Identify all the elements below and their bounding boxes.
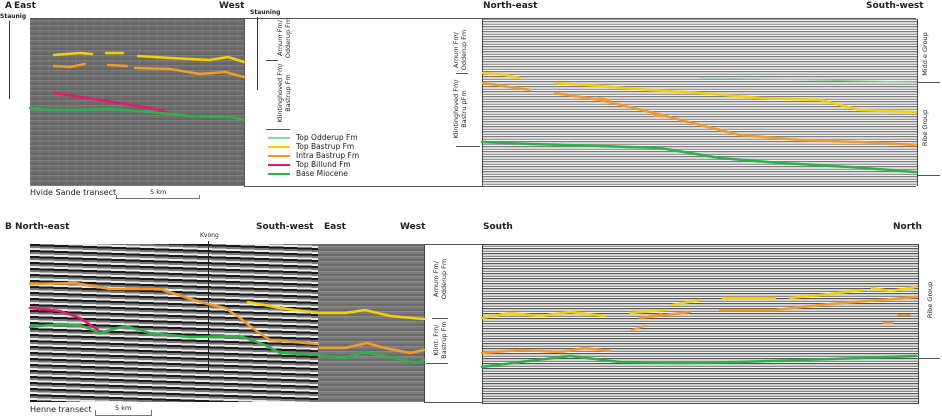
seismic-section-a-right xyxy=(482,19,918,186)
horizon-top-billund xyxy=(28,306,100,332)
horizon-top-bastrup xyxy=(316,308,426,321)
direction-label-north-east: North-east xyxy=(483,1,538,11)
horizon-intra-bastrup xyxy=(28,281,320,346)
legend-item: Base Miocene xyxy=(268,169,348,178)
seismic-section-henne xyxy=(30,244,318,402)
direction-label-west: West xyxy=(219,1,245,11)
horizon-intra-bastrup xyxy=(106,63,129,68)
group-base-tick xyxy=(918,175,940,176)
scale-bar-label-b: 5 km xyxy=(115,404,132,412)
legend-label: Top Bastrup Fm xyxy=(296,142,355,151)
direction-label-south: South xyxy=(483,222,513,232)
legend-swatch-base-miocene xyxy=(268,172,290,175)
panel-a-letter: A xyxy=(5,1,12,11)
strat-divider xyxy=(266,60,278,61)
legend-swatch-intra-bastrup xyxy=(268,154,290,157)
direction-label-north: North xyxy=(893,222,922,232)
well-label-kvong: Kvong xyxy=(200,232,219,239)
transect-caption-henne: Henne transect xyxy=(30,405,92,414)
horizon-top-bastrup xyxy=(670,298,702,307)
horizon-base-miocene xyxy=(316,350,426,365)
horizon-top-bastrup xyxy=(246,300,320,315)
frame-bottom-b xyxy=(424,402,482,403)
direction-label-east: East xyxy=(14,1,36,11)
legend-item: Top Odderup Fm xyxy=(268,133,358,142)
horizon-top-bastrup xyxy=(136,54,246,64)
group-base-tick-b xyxy=(918,358,940,359)
legend-item: Top Billund Fm xyxy=(268,160,351,169)
strat-base-tick-b xyxy=(426,363,448,364)
horizon-intra-bastrup xyxy=(718,295,918,312)
legend-item: Top Bastrup Fm xyxy=(268,142,354,151)
seismic-section-b-middle xyxy=(318,244,425,402)
horizon-intra-bastrup xyxy=(52,62,87,69)
legend-label: Top Odderup Fm xyxy=(296,133,358,142)
horizon-top-bastrup xyxy=(628,308,667,315)
strat-base-tick xyxy=(266,129,290,130)
panel-divider xyxy=(244,18,245,186)
legend-swatch-top-billund xyxy=(268,163,290,166)
well-line-left xyxy=(9,21,10,99)
horizon-intra-bastrup xyxy=(638,310,692,320)
horizon-intra-bastrup xyxy=(481,81,532,92)
horizon-top-bastrup xyxy=(480,310,607,320)
horizon-top-bastrup xyxy=(788,288,864,300)
horizon-base-miocene xyxy=(480,140,918,174)
strat-base-tick-right xyxy=(456,146,480,147)
direction-label-south-west: South-west xyxy=(866,1,924,11)
legend-swatch-top-bastrup xyxy=(268,145,290,148)
horizon-top-odderup xyxy=(699,77,917,83)
horizon-top-bastrup xyxy=(870,285,918,293)
horizon-intra-bastrup xyxy=(480,346,612,355)
arrow-icon xyxy=(631,325,646,331)
horizon-intra-bastrup xyxy=(318,341,426,355)
seismic-section-b-right xyxy=(482,244,919,404)
horizon-intra-bastrup xyxy=(553,91,918,147)
legend-label: Top Billund Fm xyxy=(296,160,351,169)
horizon-top-bastrup xyxy=(481,71,522,80)
horizon-intra-bastrup xyxy=(133,66,246,79)
seismic-section-hvide-sande xyxy=(30,19,244,186)
frame-top-b xyxy=(424,244,482,245)
legend-label: Intra Bastrup Fm xyxy=(296,151,360,160)
transect-caption-hvide-sande: Hvide Sande transect xyxy=(30,188,117,197)
frame-top-a xyxy=(30,18,916,19)
arrow-icon xyxy=(649,313,663,317)
direction-label-east-b: East xyxy=(324,222,346,232)
horizon-base-miocene xyxy=(480,354,918,369)
strat-divider-b xyxy=(432,318,448,319)
scale-bar xyxy=(116,195,200,199)
well-label-left: Staunig xyxy=(0,13,27,20)
direction-label-north-east-b: North-east xyxy=(15,222,70,232)
well-line-stauning xyxy=(257,17,258,90)
horizon-top-bastrup xyxy=(553,81,918,114)
strat-divider-right xyxy=(456,73,468,74)
horizon-top-bastrup xyxy=(52,51,94,57)
panel-b-letter: B xyxy=(5,222,12,232)
well-label-stauning: Stauning xyxy=(250,9,281,16)
well-line-kvong xyxy=(208,241,209,371)
horizon-top-billund xyxy=(53,91,172,115)
legend-swatch-top-odderup xyxy=(268,136,290,139)
horizon-base-miocene xyxy=(28,106,246,122)
direction-label-west-b: West xyxy=(400,222,426,232)
frame-bottom-a xyxy=(244,186,916,187)
legend-item: Intra Bastrup Fm xyxy=(268,151,359,160)
direction-label-south-west-b: South-west xyxy=(256,222,314,232)
scale-bar-label: 5 km xyxy=(150,188,167,196)
arrow-icon xyxy=(597,97,611,101)
horizon-base-miocene xyxy=(28,322,320,357)
legend-label: Base Miocene xyxy=(296,169,348,178)
group-divider xyxy=(918,82,940,83)
onlap-arrows xyxy=(597,97,911,331)
